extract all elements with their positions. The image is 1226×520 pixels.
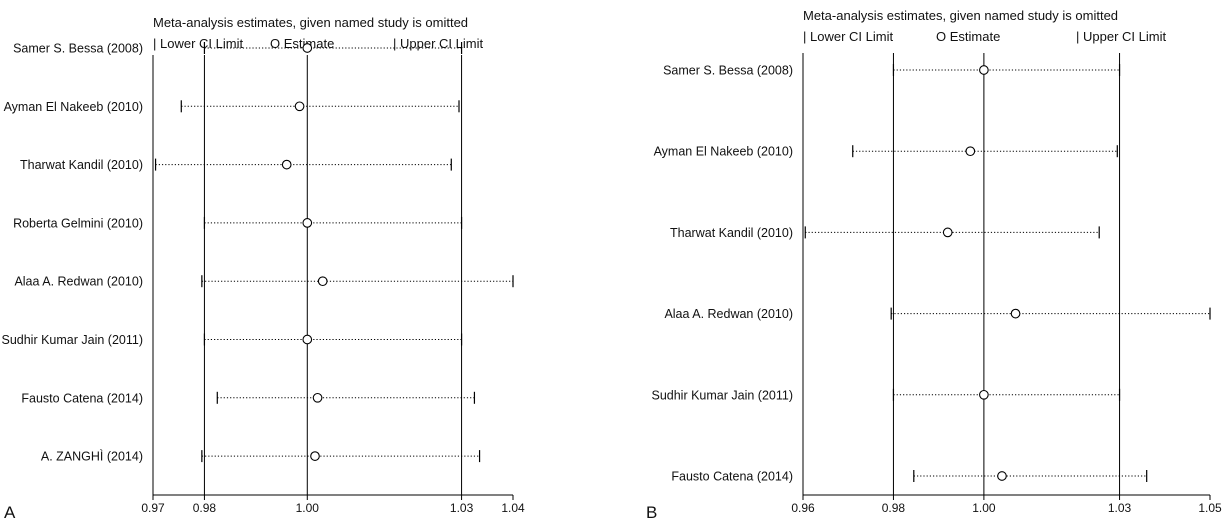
panel-b-legend-lower: | Lower CI Limit xyxy=(803,29,893,44)
panel-b-study-label: Tharwat Kandil (2010) xyxy=(670,226,793,240)
panel-b-estimate-marker xyxy=(942,227,953,238)
panel-b-title: Meta-analysis estimates, given named stu… xyxy=(803,8,1118,23)
panel-a-x-tick-label: 1.04 xyxy=(501,501,525,515)
panel-a: Meta-analysis estimates, given named stu… xyxy=(1,15,525,520)
panel-a-study-label: Ayman El Nakeeb (2010) xyxy=(4,100,143,114)
panel-b-estimate-marker xyxy=(997,471,1007,481)
panel-a-estimate-marker xyxy=(302,334,313,345)
panel-a-estimate-marker xyxy=(302,218,313,228)
panel-a-legend-upper: | Upper CI Limit xyxy=(393,36,483,51)
panel-a-study-label: Alaa A. Redwan (2010) xyxy=(14,275,143,289)
panel-a-study-label: Roberta Gelmini (2010) xyxy=(13,216,143,230)
panel-a-x-tick-label: 1.03 xyxy=(450,501,474,515)
panel-a-estimate-marker xyxy=(294,101,305,112)
panel-b: Meta-analysis estimates, given named stu… xyxy=(646,8,1222,520)
panel-b-estimate-marker xyxy=(1010,308,1021,319)
panel-a-title: Meta-analysis estimates, given named stu… xyxy=(153,15,468,30)
panel-a-estimate-marker xyxy=(302,43,313,53)
panel-b-x-tick-label: 1.00 xyxy=(972,501,996,515)
panel-a-study-label: Fausto Catena (2014) xyxy=(21,391,143,405)
panel-b-study-label: Sudhir Kumar Jain (2011) xyxy=(651,388,793,402)
panel-b-legend-upper: | Upper CI Limit xyxy=(1076,29,1166,44)
panel-b-study-label: Alaa A. Redwan (2010) xyxy=(664,307,793,321)
panel-a-estimate-marker xyxy=(312,392,323,403)
panel-a-estimate-marker xyxy=(310,451,320,461)
panel-b-label: B xyxy=(646,503,657,520)
panel-a-study-label: A. ZANGHÌ (2014) xyxy=(41,449,143,464)
panel-b-estimate-marker xyxy=(979,65,989,75)
panel-b-x-tick-label: 1.05 xyxy=(1198,501,1222,515)
panel-a-x-tick-label: 0.97 xyxy=(141,501,165,515)
panel-b-study-label: Ayman El Nakeeb (2010) xyxy=(654,145,793,159)
panel-b-x-tick-label: 1.03 xyxy=(1108,501,1132,515)
panel-b-study-label: Fausto Catena (2014) xyxy=(671,470,793,484)
panel-a-x-tick-label: 1.00 xyxy=(296,501,320,515)
panel-b-estimate-marker xyxy=(965,146,976,157)
panel-a-legend-lower: | Lower CI Limit xyxy=(153,36,243,51)
panel-b-x-tick-label: 0.96 xyxy=(791,501,815,515)
panel-a-study-label: Samer S. Bessa (2008) xyxy=(13,42,143,56)
panel-a-study-label: Sudhir Kumar Jain (2011) xyxy=(1,333,143,347)
panel-b-estimate-marker xyxy=(979,389,989,400)
panel-b-plot: 0.96 0.98 1.00 1.03 1.05 Samer S. Bessa (2008… xyxy=(651,53,1222,515)
panel-b-x-tick-label: 0.98 xyxy=(882,501,906,515)
panel-a-label: A xyxy=(4,503,16,520)
panel-a-plot: 0.97 0.98 1.00 1.03 1.04 Samer S. Bessa (2008… xyxy=(1,42,525,516)
panel-b-study-label: Samer S. Bessa (2008) xyxy=(663,64,793,78)
panel-a-study-label: Tharwat Kandil (2010) xyxy=(20,158,143,172)
panel-a-x-tick-label: 0.98 xyxy=(193,501,217,515)
panel-a-legend-estimate: O Estimate xyxy=(270,36,334,51)
panel-a-estimate-marker xyxy=(281,159,292,170)
panel-a-estimate-marker xyxy=(317,276,328,287)
panel-b-legend-estimate: O Estimate xyxy=(936,29,1000,44)
